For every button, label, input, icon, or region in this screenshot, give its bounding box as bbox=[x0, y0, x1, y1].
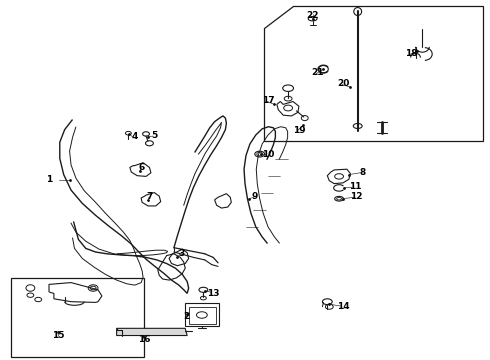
Text: 13: 13 bbox=[207, 289, 220, 298]
Text: 14: 14 bbox=[337, 302, 349, 311]
Text: 16: 16 bbox=[138, 335, 151, 343]
Text: 18: 18 bbox=[405, 49, 418, 58]
Text: 10: 10 bbox=[262, 150, 275, 158]
Text: 17: 17 bbox=[262, 96, 275, 105]
Text: 20: 20 bbox=[337, 79, 349, 88]
Text: 3: 3 bbox=[178, 249, 184, 258]
Text: 1: 1 bbox=[46, 175, 52, 184]
Text: 5: 5 bbox=[151, 130, 157, 139]
Bar bbox=[11, 278, 144, 357]
Text: 4: 4 bbox=[131, 132, 138, 141]
Text: 11: 11 bbox=[349, 181, 362, 191]
Text: 9: 9 bbox=[251, 192, 258, 201]
Text: 2: 2 bbox=[183, 312, 189, 321]
Text: 12: 12 bbox=[350, 192, 363, 201]
Bar bbox=[185, 303, 219, 326]
Text: 19: 19 bbox=[293, 126, 305, 135]
Text: 6: 6 bbox=[139, 163, 145, 172]
Polygon shape bbox=[117, 328, 187, 336]
Text: 22: 22 bbox=[306, 10, 319, 19]
Text: 8: 8 bbox=[360, 168, 366, 177]
Text: 15: 15 bbox=[51, 331, 64, 340]
Text: 7: 7 bbox=[146, 192, 153, 201]
Bar bbox=[189, 307, 216, 324]
Text: 21: 21 bbox=[311, 68, 324, 77]
Polygon shape bbox=[264, 6, 483, 141]
